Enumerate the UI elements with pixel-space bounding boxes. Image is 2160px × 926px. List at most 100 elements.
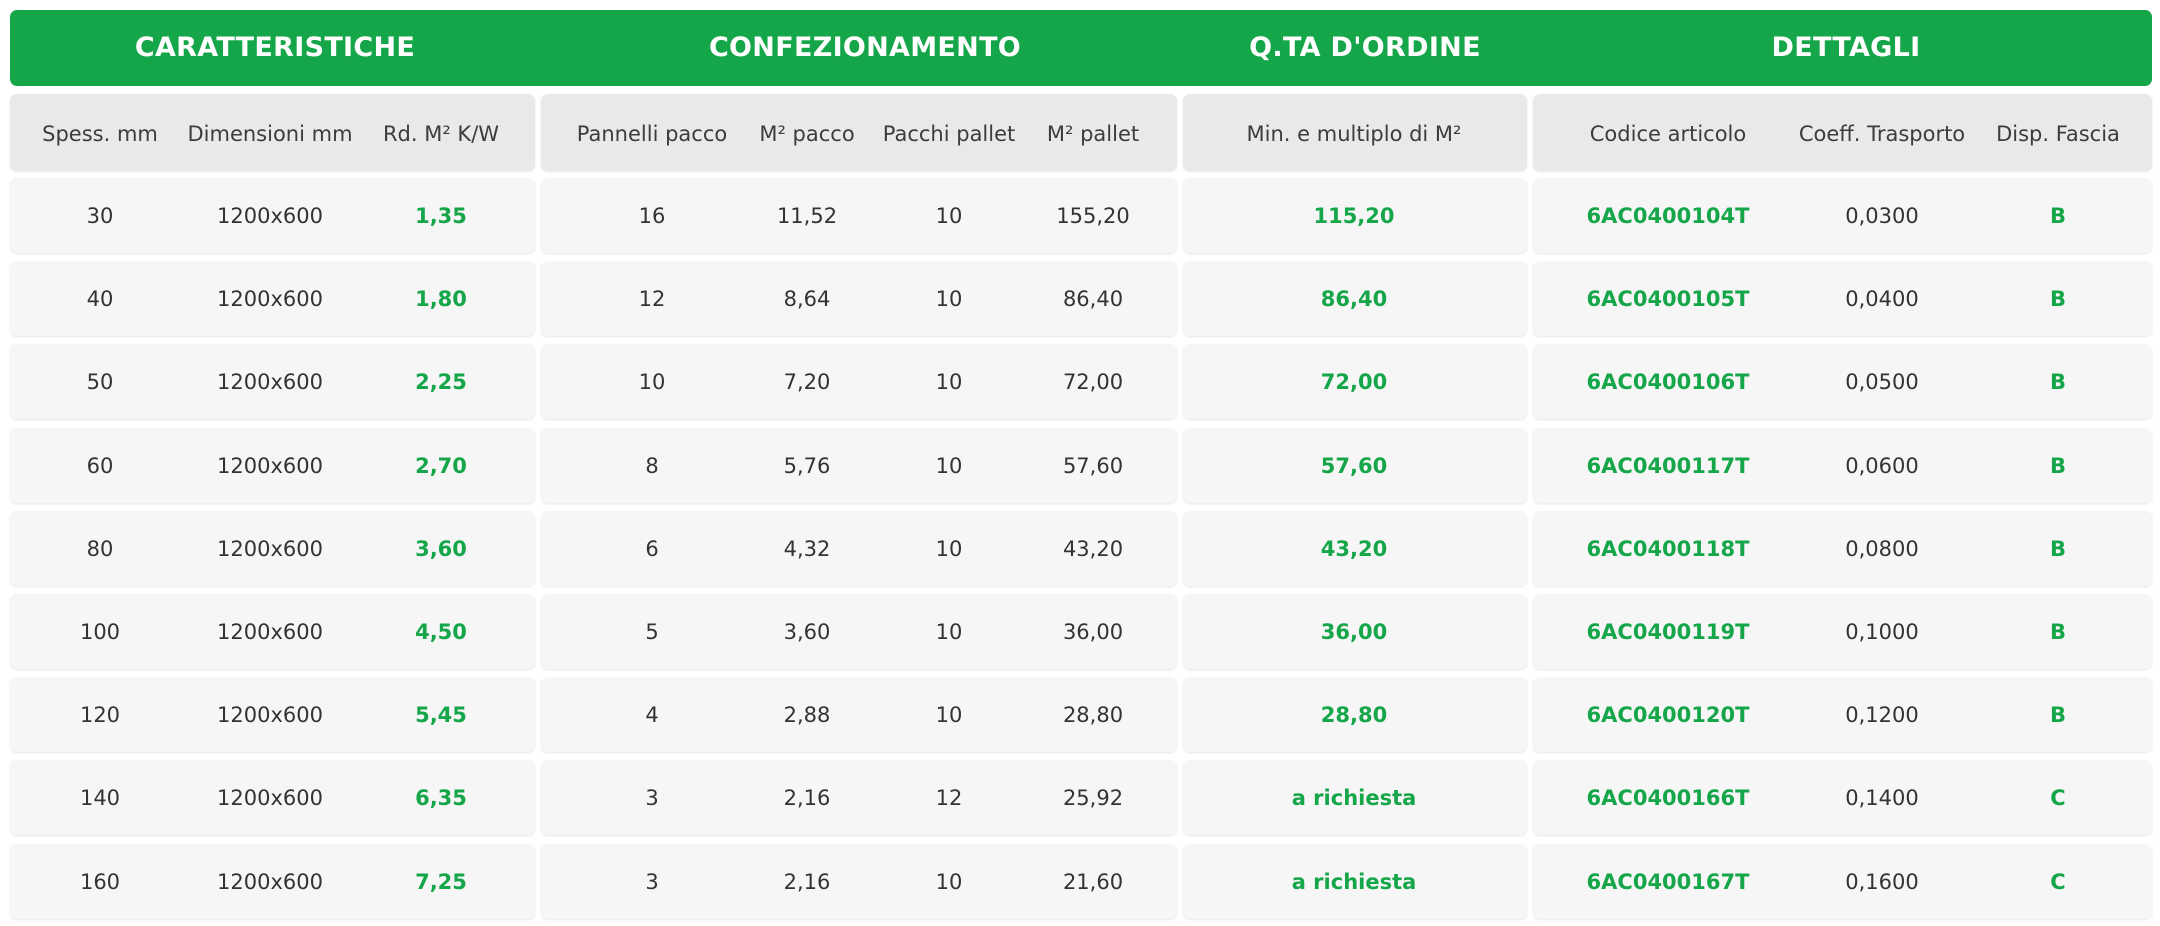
- cell-resistenza: 2,70: [415, 453, 467, 478]
- table-row-block: [1183, 594, 1527, 669]
- cell-spessore: 160: [79, 869, 121, 894]
- column-header-m2-pallet: M² pallet: [1046, 121, 1140, 146]
- cell-resistenza: 4,50: [415, 619, 467, 644]
- cell-resistenza: 5,45: [415, 702, 467, 727]
- table-row-block: [541, 760, 1177, 835]
- cell-min-multiplo: 115,20: [1313, 203, 1395, 228]
- cell-pannelli-pacco: 12: [638, 286, 666, 311]
- cell-min-multiplo: 28,80: [1320, 702, 1388, 727]
- table-row-block: [1183, 511, 1527, 586]
- cell-m2-pacco: 11,52: [776, 203, 838, 228]
- column-header-block: [1183, 94, 1527, 171]
- cell-dimensioni: 1200x600: [217, 702, 323, 727]
- cell-pacchi-pallet: 10: [935, 203, 963, 228]
- column-header-resistenza: Rd. M² K/W: [382, 121, 500, 146]
- cell-codice-articolo: 6AC0400119T: [1586, 619, 1750, 644]
- cell-pannelli-pacco: 3: [645, 785, 659, 810]
- cell-m2-pacco: 2,16: [783, 869, 831, 894]
- group-title-confezionamento: CONFEZIONAMENTO: [708, 32, 1022, 63]
- table-row-block: [10, 178, 535, 253]
- column-header-disp-fascia: Disp. Fascia: [1996, 121, 2120, 146]
- cell-min-multiplo: 43,20: [1320, 536, 1388, 561]
- cell-m2-pacco: 8,64: [783, 286, 831, 311]
- cell-coeff-trasporto: 0,0500: [1845, 369, 1919, 394]
- cell-pannelli-pacco: 4: [645, 702, 659, 727]
- cell-disp-fascia: B: [2049, 702, 2067, 727]
- cell-dimensioni: 1200x600: [217, 536, 323, 561]
- cell-disp-fascia: C: [2050, 785, 2066, 810]
- table-row-block: [10, 261, 535, 336]
- table-row-block: [1183, 428, 1527, 503]
- column-header-block: [10, 94, 535, 171]
- cell-pannelli-pacco: 10: [638, 369, 666, 394]
- cell-spessore: 30: [86, 203, 114, 228]
- cell-m2-pallet: 57,60: [1062, 453, 1124, 478]
- cell-pannelli-pacco: 16: [638, 203, 666, 228]
- cell-resistenza: 1,35: [415, 203, 467, 228]
- cell-min-multiplo: 72,00: [1320, 369, 1388, 394]
- cell-spessore: 80: [86, 536, 114, 561]
- table-row-block: [1533, 594, 2152, 669]
- table-row-block: [10, 344, 535, 419]
- cell-codice-articolo: 6AC0400120T: [1586, 702, 1750, 727]
- cell-dimensioni: 1200x600: [217, 785, 323, 810]
- group-title-dettagli: DETTAGLI: [1771, 32, 1921, 63]
- cell-coeff-trasporto: 0,0400: [1845, 286, 1919, 311]
- cell-coeff-trasporto: 0,0800: [1845, 536, 1919, 561]
- cell-m2-pallet: 28,80: [1062, 702, 1124, 727]
- cell-pacchi-pallet: 12: [935, 785, 963, 810]
- table-row-block: [541, 677, 1177, 752]
- table-row-block: [1533, 428, 2152, 503]
- column-header-m2-pacco: M² pacco: [759, 121, 855, 146]
- cell-spessore: 120: [79, 702, 121, 727]
- group-title-qta-ordine: Q.TA D'ORDINE: [1249, 32, 1481, 63]
- cell-pacchi-pallet: 10: [935, 453, 963, 478]
- cell-m2-pallet: 72,00: [1062, 369, 1124, 394]
- column-header-block: [541, 94, 1177, 171]
- cell-disp-fascia: B: [2049, 369, 2067, 394]
- cell-codice-articolo: 6AC0400106T: [1586, 369, 1750, 394]
- cell-min-multiplo: 86,40: [1320, 286, 1388, 311]
- table-row-block: [10, 511, 535, 586]
- group-title-caratteristiche: CARATTERISTICHE: [134, 32, 416, 63]
- cell-min-multiplo: 57,60: [1320, 453, 1388, 478]
- table-row-block: [541, 428, 1177, 503]
- column-header-dimensioni: Dimensioni mm: [187, 121, 353, 146]
- column-header-pannelli-pacco: Pannelli pacco: [576, 121, 728, 146]
- cell-disp-fascia: B: [2049, 203, 2067, 228]
- table-row-block: [10, 844, 535, 919]
- table-row-block: [10, 428, 535, 503]
- table-row-block: [1533, 261, 2152, 336]
- cell-codice-articolo: 6AC0400105T: [1586, 286, 1750, 311]
- cell-resistenza: 2,25: [415, 369, 467, 394]
- cell-dimensioni: 1200x600: [217, 869, 323, 894]
- cell-dimensioni: 1200x600: [217, 369, 323, 394]
- table-row-block: [541, 594, 1177, 669]
- cell-codice-articolo: 6AC0400167T: [1586, 869, 1750, 894]
- cell-disp-fascia: B: [2049, 286, 2067, 311]
- cell-disp-fascia: C: [2050, 869, 2066, 894]
- cell-codice-articolo: 6AC0400166T: [1586, 785, 1750, 810]
- table-row-block: [1533, 677, 2152, 752]
- cell-min-multiplo: a richiesta: [1291, 869, 1417, 894]
- table-row-block: [1533, 344, 2152, 419]
- cell-m2-pallet: 25,92: [1062, 785, 1124, 810]
- table-row-block: [10, 760, 535, 835]
- cell-disp-fascia: B: [2049, 536, 2067, 561]
- cell-pannelli-pacco: 3: [645, 869, 659, 894]
- table-row-block: [1533, 511, 2152, 586]
- cell-coeff-trasporto: 0,1000: [1845, 619, 1919, 644]
- cell-resistenza: 6,35: [415, 785, 467, 810]
- cell-coeff-trasporto: 0,1200: [1845, 702, 1919, 727]
- cell-min-multiplo: 36,00: [1320, 619, 1388, 644]
- cell-m2-pallet: 86,40: [1062, 286, 1124, 311]
- cell-m2-pallet: 21,60: [1062, 869, 1124, 894]
- column-header-coeff-trasporto: Coeff. Trasporto: [1798, 121, 1966, 146]
- cell-pacchi-pallet: 10: [935, 619, 963, 644]
- cell-pannelli-pacco: 8: [645, 453, 659, 478]
- cell-coeff-trasporto: 0,0300: [1845, 203, 1919, 228]
- table-row-block: [541, 511, 1177, 586]
- cell-codice-articolo: 6AC0400118T: [1586, 536, 1750, 561]
- cell-coeff-trasporto: 0,1600: [1845, 869, 1919, 894]
- table-row-block: [1183, 844, 1527, 919]
